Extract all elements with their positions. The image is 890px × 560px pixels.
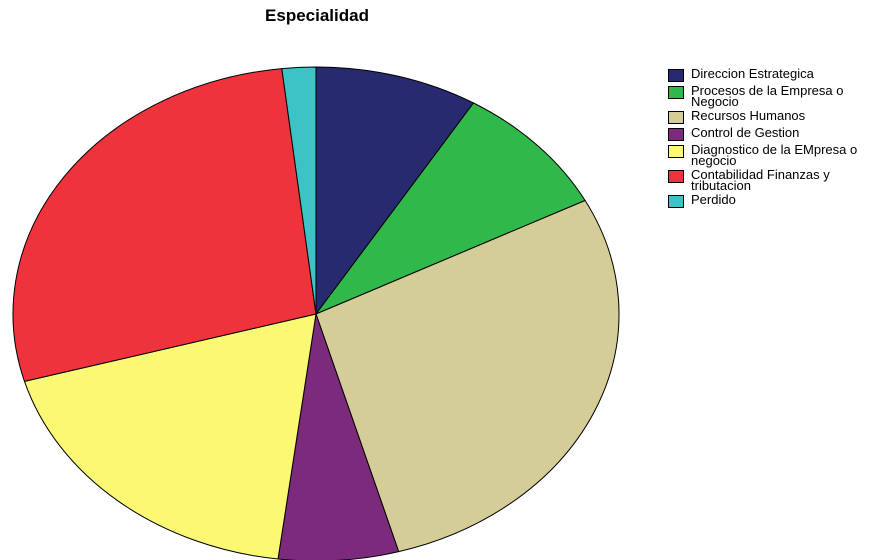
chart-title: Especialidad: [265, 6, 369, 25]
pie-slice-0: [315, 66, 474, 315]
legend-swatch: [668, 170, 684, 183]
pie-slice-4: [24, 313, 317, 560]
legend-label: Procesos de la Empresa o Negocio: [691, 83, 844, 109]
legend-item-6: Perdido: [668, 192, 890, 208]
legend-label: Control de Gestion: [691, 125, 800, 140]
legend-label: Diagnostico de la EMpresa o negocio: [691, 142, 858, 168]
pie-slice-1: [315, 102, 586, 315]
legend: Direccion Estrategica Procesos de la Empr…: [668, 66, 890, 211]
legend-item-2: Recursos Humanos: [668, 108, 890, 124]
legend-item-1: Procesos de la Empresa o Negocio: [668, 83, 890, 109]
pie-slice-5: [12, 68, 317, 382]
legend-swatch: [668, 111, 684, 124]
legend-label: Perdido: [691, 192, 736, 207]
pie-slice-2: [315, 199, 620, 553]
legend-label: Direccion Estrategica: [691, 66, 814, 81]
legend-label: Recursos Humanos: [691, 108, 806, 123]
pie-slice-3: [277, 313, 400, 560]
pie-slice-6: [281, 66, 317, 315]
legend-swatch: [668, 195, 684, 208]
legend-item-5: Contabilidad Finanzas y tributacion: [668, 167, 890, 193]
legend-swatch: [668, 128, 684, 141]
legend-label: Contabilidad Finanzas y tributacion: [691, 167, 830, 193]
legend-item-4: Diagnostico de la EMpresa o negocio: [668, 142, 890, 168]
legend-item-0: Direccion Estrategica: [668, 66, 890, 82]
legend-swatch: [668, 86, 684, 99]
legend-swatch: [668, 145, 684, 158]
legend-item-3: Control de Gestion: [668, 125, 890, 141]
legend-swatch: [668, 69, 684, 82]
